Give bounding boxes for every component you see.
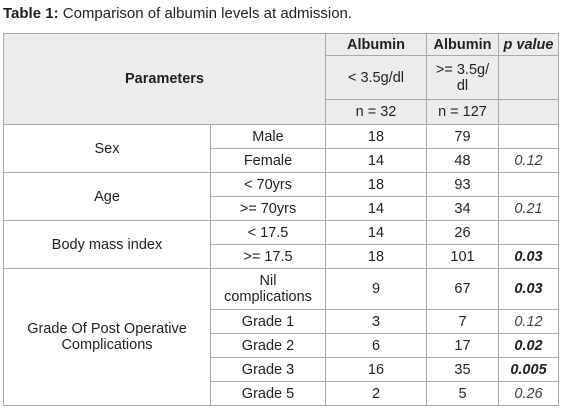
header-range-high: >= 3.5g/dl — [426, 55, 499, 100]
p-value: 0.12 — [498, 148, 559, 173]
table-row: Sex Male 18 79 — [3, 124, 559, 173]
value-low: 14 — [325, 148, 427, 173]
value-high: 67 — [426, 268, 499, 310]
sub-label: Male — [210, 124, 326, 149]
value-low: 18 — [325, 124, 427, 149]
sub-label: Nil complications — [210, 268, 326, 310]
value-high: 5 — [426, 381, 499, 406]
p-value: 0.21 — [498, 196, 559, 221]
group-age: Age — [3, 172, 211, 221]
p-value — [498, 220, 559, 245]
header-n-high: n = 127 — [426, 99, 499, 125]
sub-label: Grade 3 — [210, 357, 326, 382]
header-range-high-line2: dl — [456, 77, 469, 94]
group-sex: Sex — [3, 124, 211, 173]
value-high: 26 — [426, 220, 499, 245]
table-row: Grade 3 16 35 0.005 — [4, 357, 559, 382]
value-low: 16 — [325, 357, 427, 382]
sub-label: Grade 2 — [210, 333, 326, 358]
table-row: Female 14 48 0.12 — [4, 148, 559, 173]
header-albumin-low: Albumin — [325, 33, 427, 56]
caption-label: Table 1: — [3, 5, 59, 22]
table-row: Age < 70yrs 18 93 — [3, 172, 559, 221]
header-parameters: Parameters — [3, 33, 326, 125]
sub-label: >= 17.5 — [210, 244, 326, 269]
sub-label-line2: complications — [224, 289, 312, 305]
value-high: 7 — [426, 309, 499, 334]
value-high: 34 — [426, 196, 499, 221]
header-range-high-line1: >= 3.5g/ — [435, 61, 490, 78]
caption-text: Comparison of albumin levels at admissio… — [58, 5, 353, 22]
value-high: 48 — [426, 148, 499, 173]
sub-label: >= 70yrs — [210, 196, 326, 221]
header-range-low: < 3.5g/dl — [325, 55, 427, 100]
table-row: >= 70yrs 14 34 0.21 — [4, 196, 559, 221]
p-value: 0.02 — [498, 333, 559, 358]
albumin-comparison-table: Parameters Albumin Albumin p value < 3.5… — [3, 33, 559, 406]
p-value: 0.005 — [498, 357, 559, 382]
sub-label: Grade 5 — [210, 381, 326, 406]
group-complications: Grade Of Post Operative Complications — [3, 268, 211, 406]
value-high: 79 — [426, 124, 499, 149]
sub-label: < 70yrs — [210, 172, 326, 197]
table-row: Grade 5 2 5 0.26 — [4, 381, 559, 406]
table-row: Grade 2 6 17 0.02 — [4, 333, 559, 358]
table-row: Grade Of Post Operative Complications Nil… — [3, 268, 559, 406]
value-high: 93 — [426, 172, 499, 197]
value-low: 2 — [325, 381, 427, 406]
sub-label-line1: Nil — [259, 273, 277, 289]
value-high: 101 — [426, 244, 499, 269]
header-p-value: p value — [498, 33, 559, 56]
value-low: 6 — [325, 333, 427, 358]
table-row: Body mass index < 17.5 14 26 — [3, 220, 559, 269]
sub-label: < 17.5 — [210, 220, 326, 245]
p-value: 0.03 — [498, 268, 559, 310]
table-caption: Table 1: Comparison of albumin levels at… — [3, 5, 352, 23]
p-value: 0.12 — [498, 309, 559, 334]
sub-label: Female — [210, 148, 326, 173]
p-value — [498, 172, 559, 197]
value-low: 3 — [325, 309, 427, 334]
value-low: 14 — [325, 196, 427, 221]
sub-label: Grade 1 — [210, 309, 326, 334]
value-low: 18 — [325, 172, 427, 197]
header-n-low: n = 32 — [325, 99, 427, 125]
value-high: 35 — [426, 357, 499, 382]
p-value: 0.26 — [498, 381, 559, 406]
value-high: 17 — [426, 333, 499, 358]
group-complications-line1: Grade Of Post Operative — [27, 321, 187, 337]
header-p-empty-1 — [498, 55, 559, 100]
table-row: >= 17.5 18 101 0.03 — [4, 244, 559, 269]
value-low: 9 — [325, 268, 427, 310]
header-p-empty-2 — [498, 99, 559, 125]
group-complications-line2: Complications — [61, 337, 153, 353]
header-albumin-high: Albumin — [426, 33, 499, 56]
p-value: 0.03 — [498, 244, 559, 269]
p-value — [498, 124, 559, 149]
value-low: 14 — [325, 220, 427, 245]
group-bmi: Body mass index — [3, 220, 211, 269]
value-low: 18 — [325, 244, 427, 269]
